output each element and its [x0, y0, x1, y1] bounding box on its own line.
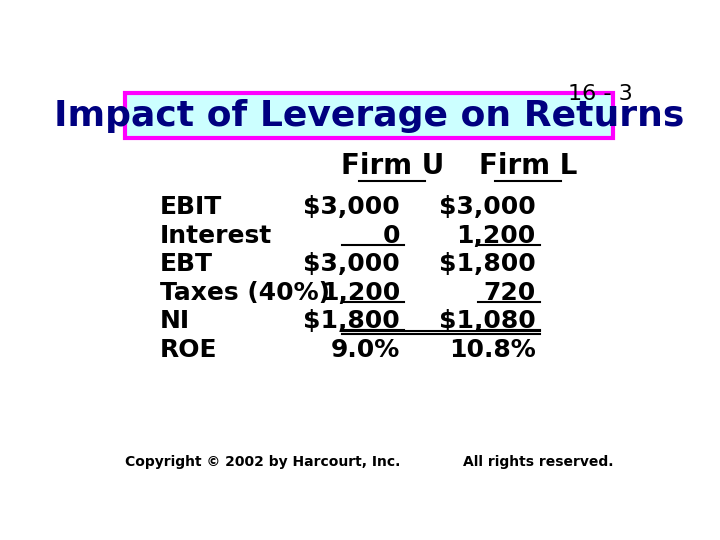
Text: $1,800: $1,800	[303, 309, 400, 333]
Text: EBIT: EBIT	[160, 195, 222, 219]
Text: 16 - 3: 16 - 3	[568, 84, 632, 104]
Text: 0: 0	[382, 224, 400, 248]
Text: 10.8%: 10.8%	[449, 338, 536, 362]
Text: ROE: ROE	[160, 338, 217, 362]
Text: Firm L: Firm L	[479, 152, 577, 180]
Text: $1,080: $1,080	[439, 309, 536, 333]
Text: $3,000: $3,000	[439, 195, 536, 219]
FancyBboxPatch shape	[125, 93, 613, 138]
Text: $3,000: $3,000	[303, 195, 400, 219]
Text: 9.0%: 9.0%	[330, 338, 400, 362]
Text: $1,800: $1,800	[439, 252, 536, 276]
Text: EBT: EBT	[160, 252, 212, 276]
Text: Interest: Interest	[160, 224, 272, 248]
Text: Firm U: Firm U	[341, 152, 444, 180]
Text: NI: NI	[160, 309, 190, 333]
Text: Impact of Leverage on Returns: Impact of Leverage on Returns	[54, 99, 684, 133]
Text: Taxes (40%): Taxes (40%)	[160, 281, 330, 305]
Text: 720: 720	[483, 281, 536, 305]
Text: Copyright © 2002 by Harcourt, Inc.: Copyright © 2002 by Harcourt, Inc.	[125, 455, 400, 469]
Text: All rights reserved.: All rights reserved.	[463, 455, 613, 469]
Text: $3,000: $3,000	[303, 252, 400, 276]
Text: 1,200: 1,200	[320, 281, 400, 305]
Text: 1,200: 1,200	[456, 224, 536, 248]
